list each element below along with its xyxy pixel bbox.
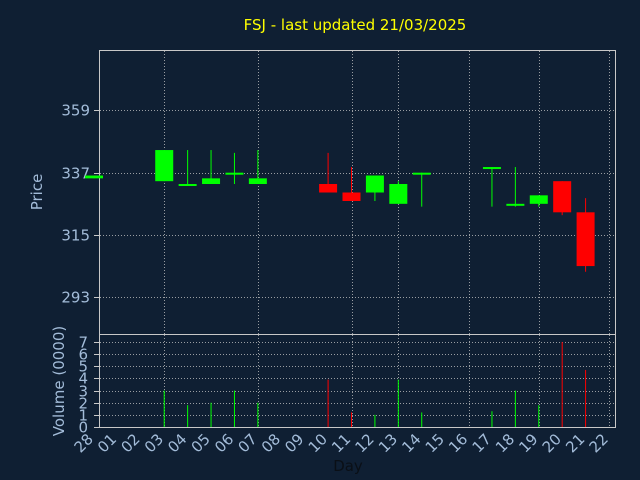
price-tick-label: 315 xyxy=(61,227,90,245)
volume-tick-label: 4 xyxy=(78,370,88,388)
candle-body xyxy=(365,175,384,193)
volume-panel-frame xyxy=(99,334,616,428)
candle-body xyxy=(178,184,197,187)
volume-tick-label: 3 xyxy=(78,383,88,401)
candle-body xyxy=(155,150,174,182)
candle-body xyxy=(85,175,103,179)
candle-body xyxy=(225,172,244,175)
day-tick-labels: 2801020304050607080910111213141516171819… xyxy=(71,430,612,456)
price-tick-labels: 293 315 337 359 xyxy=(61,102,100,307)
volume-tick-label: 0 xyxy=(78,419,88,437)
candle-body xyxy=(248,178,267,185)
volume-axis-label: Volume (0000) xyxy=(50,326,68,436)
candle-body xyxy=(529,195,548,204)
volume-tick-label: 1 xyxy=(78,407,88,425)
candle-body xyxy=(412,172,431,175)
candle-body xyxy=(319,184,338,193)
volume-tick-label: 5 xyxy=(78,358,88,376)
volume-tick-label: 2 xyxy=(78,395,88,413)
price-tick-label: 337 xyxy=(61,165,90,183)
price-tick-label: 293 xyxy=(61,289,90,307)
candle-body xyxy=(389,184,408,204)
volume-tick-label: 7 xyxy=(78,334,88,352)
candles xyxy=(85,150,595,272)
candle-body xyxy=(553,181,572,213)
price-tick-label: 359 xyxy=(61,102,90,120)
x-axis-label: Day xyxy=(333,457,363,475)
candle-body xyxy=(482,167,501,170)
volume-bars xyxy=(163,342,587,427)
volume-tick-label: 6 xyxy=(78,346,88,364)
candle-body xyxy=(342,192,361,201)
price-axis-label: Price xyxy=(28,174,46,211)
chart-title: FSJ - last updated 21/03/2025 xyxy=(244,16,467,34)
candle-body xyxy=(202,178,221,185)
volume-grid xyxy=(100,335,615,427)
candle-body xyxy=(506,203,525,206)
candle-body xyxy=(576,212,595,267)
